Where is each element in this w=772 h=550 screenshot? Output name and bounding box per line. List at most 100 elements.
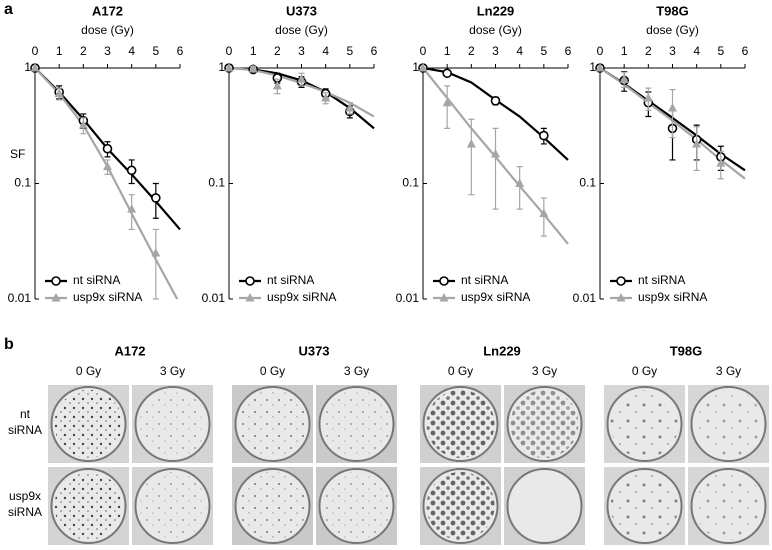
point (321, 92, 331, 102)
group-title: U373 (298, 343, 329, 358)
y-tick-label: 0.1 (402, 176, 419, 190)
point (126, 165, 137, 176)
legend-label: nt siRNA (638, 273, 685, 287)
legend-marker (51, 276, 61, 286)
point (418, 63, 428, 72)
x-tick-label: 4 (128, 44, 135, 58)
y-tick-label: 1 (218, 60, 225, 74)
x-axis-label: dose (Gy) (275, 23, 328, 37)
x-tick-label: 6 (371, 44, 378, 58)
point (619, 74, 629, 83)
legend-label: usp9x siRNA (638, 290, 707, 304)
row-label: siRNA (8, 423, 42, 437)
x-tick-label: 3 (104, 44, 111, 58)
x-tick-label: 0 (597, 44, 604, 58)
colonies (694, 472, 763, 540)
y-tick-label: 0.01 (396, 291, 420, 305)
point (643, 92, 653, 102)
point (297, 74, 306, 83)
group-title: Ln229 (483, 343, 521, 358)
plate (506, 468, 583, 544)
legend-label: usp9x siRNA (461, 290, 530, 304)
legend-label: nt siRNA (73, 273, 120, 287)
y-tick-label: 1 (589, 60, 596, 74)
error-bar (492, 127, 499, 210)
y-tick-label: 0.01 (202, 291, 226, 305)
colonies (426, 390, 495, 458)
point (151, 193, 161, 203)
y-tick-label: 1 (412, 60, 419, 74)
fit-line (34, 67, 179, 299)
colonies (138, 390, 207, 458)
y-tick-label: 0.1 (14, 176, 31, 190)
x-tick-label: 0 (32, 44, 39, 58)
legend-marker (439, 276, 449, 286)
row-label: usp9x (9, 489, 41, 503)
point (716, 158, 726, 167)
point (692, 138, 702, 148)
x-tick-label: 6 (565, 44, 572, 58)
x-tick-label: 2 (645, 44, 652, 58)
point (595, 63, 605, 72)
legend-label: nt siRNA (461, 273, 508, 287)
legend-label: usp9x siRNA (73, 290, 142, 304)
point (103, 161, 112, 171)
colonies (426, 472, 495, 540)
x-tick-label: 5 (346, 44, 353, 58)
point (54, 88, 64, 98)
x-tick-label: 5 (540, 44, 547, 58)
column-label: 3 Gy (716, 364, 741, 378)
y-tick-label: 1 (24, 60, 31, 74)
colonies (54, 472, 123, 540)
legend-label: nt siRNA (267, 273, 314, 287)
error-bar (516, 166, 523, 210)
column-label: 0 Gy (448, 364, 473, 378)
point (224, 63, 234, 72)
row-label: nt (20, 407, 31, 421)
error-bar (468, 118, 475, 196)
x-tick-label: 4 (322, 44, 329, 58)
row-label: siRNA (8, 505, 42, 519)
x-tick-label: 5 (717, 44, 724, 58)
x-tick-label: 2 (80, 44, 87, 58)
point (442, 68, 452, 79)
column-label: 0 Gy (260, 364, 285, 378)
colonies (610, 472, 679, 540)
point (539, 208, 549, 217)
x-tick-label: 3 (492, 44, 499, 58)
point (442, 97, 452, 107)
point (515, 178, 525, 187)
y-tick-label: 0.1 (579, 176, 596, 190)
point (345, 103, 355, 112)
error-bar (444, 85, 451, 129)
point (248, 64, 258, 73)
x-tick-label: 3 (298, 44, 305, 58)
chart-title: U373 (286, 3, 317, 18)
legend-marker (51, 293, 61, 302)
colonies (322, 390, 391, 458)
point (151, 248, 161, 257)
point (127, 204, 137, 213)
x-tick-label: 2 (274, 44, 281, 58)
x-tick-label: 3 (669, 44, 676, 58)
point (272, 80, 282, 90)
legend-marker (245, 276, 255, 286)
x-axis-label: dose (Gy) (81, 23, 134, 37)
x-tick-label: 1 (56, 44, 63, 58)
column-label: 3 Gy (532, 364, 557, 378)
x-tick-label: 5 (152, 44, 159, 58)
x-tick-label: 0 (420, 44, 427, 58)
chart-title: T98G (656, 3, 689, 18)
y-tick-label: 0.01 (573, 291, 597, 305)
point (491, 149, 500, 158)
panel-label: b (4, 336, 14, 353)
legend-marker (616, 293, 626, 302)
point (78, 120, 88, 129)
point (668, 103, 677, 112)
point (490, 96, 501, 106)
x-tick-label: 1 (444, 44, 451, 58)
point (102, 143, 113, 154)
error-bar (669, 89, 676, 139)
group-title: T98G (670, 343, 703, 358)
